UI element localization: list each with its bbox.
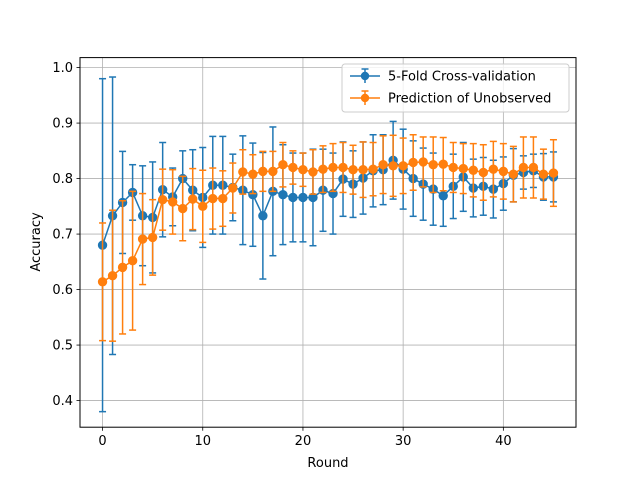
data-point (438, 159, 448, 169)
x-tick-label: 20 (295, 434, 312, 449)
data-point (358, 165, 368, 175)
legend-label: 5-Fold Cross-validation (388, 70, 536, 85)
data-point (188, 194, 198, 204)
data-point (167, 197, 178, 207)
legend-item: 5-Fold Cross-validation (350, 68, 536, 85)
data-point (258, 211, 268, 221)
data-point (178, 203, 188, 214)
y-tick-label: 0.9 (52, 117, 73, 132)
x-tick-label: 30 (395, 434, 412, 449)
data-point (528, 162, 539, 173)
data-point (438, 191, 448, 201)
y-tick-label: 0.7 (52, 228, 73, 243)
data-point (278, 189, 288, 200)
y-tick-label: 1.0 (52, 61, 73, 76)
plot-frame (79, 57, 577, 428)
y-tick-label: 0.6 (52, 283, 73, 298)
data-point (298, 165, 308, 175)
data-point (448, 162, 458, 173)
data-point (378, 160, 388, 170)
data-point (127, 256, 138, 266)
series-layer (97, 76, 559, 413)
legend-box (341, 63, 570, 113)
data-point (468, 165, 478, 175)
x-tick-label: 0 (98, 434, 106, 449)
data-point (368, 164, 378, 174)
data-point (498, 166, 509, 177)
data-point (248, 169, 258, 179)
data-point (97, 277, 108, 287)
y-tick-label: 0.8 (52, 172, 73, 187)
data-point (478, 167, 489, 178)
data-point (208, 193, 218, 204)
legend-item: Prediction of Unobserved (350, 90, 551, 107)
data-point (338, 162, 348, 173)
data-point (147, 232, 158, 243)
data-point (288, 192, 298, 203)
data-point (398, 161, 408, 171)
x-tick-label: 10 (194, 434, 211, 449)
data-point (308, 167, 318, 177)
y-tick-label: 0.5 (52, 339, 73, 354)
legend: 5-Fold Cross-validation Prediction of Uno… (341, 63, 570, 113)
data-point (137, 234, 148, 244)
data-point (157, 194, 168, 205)
data-point (418, 157, 428, 167)
data-point (518, 162, 529, 173)
data-point (107, 270, 118, 281)
y-axis-label: Accuracy (29, 212, 44, 272)
series-prediction-unobserved (97, 133, 559, 342)
data-point (258, 166, 268, 177)
x-tick-label: 40 (495, 434, 512, 449)
legend-marker (360, 93, 370, 103)
data-point (548, 168, 559, 178)
data-point (428, 160, 438, 170)
x-axis-label: Round (307, 456, 348, 471)
data-point (268, 166, 278, 177)
data-point (228, 183, 238, 193)
series-line (101, 159, 554, 246)
data-point (288, 162, 298, 173)
data-point (348, 165, 358, 175)
data-point (218, 193, 228, 204)
data-point (278, 160, 288, 170)
series-line (102, 161, 554, 283)
legend-marker (360, 71, 370, 81)
data-point (198, 201, 208, 212)
ticks: 0 10 20 30 40 0.4 0.5 0.6 0.7 0.8 0.9 1.0 (52, 61, 511, 449)
data-point (408, 157, 418, 168)
data-point (538, 169, 549, 179)
data-point (298, 192, 308, 203)
data-point (238, 167, 248, 177)
legend-label: Prediction of Unobserved (388, 92, 551, 107)
data-point (508, 169, 519, 179)
data-point (388, 161, 398, 171)
y-tick-label: 0.4 (52, 394, 73, 409)
data-point (117, 262, 128, 273)
data-point (458, 163, 468, 174)
data-point (328, 162, 338, 173)
data-point (318, 164, 328, 174)
data-point (488, 164, 499, 174)
